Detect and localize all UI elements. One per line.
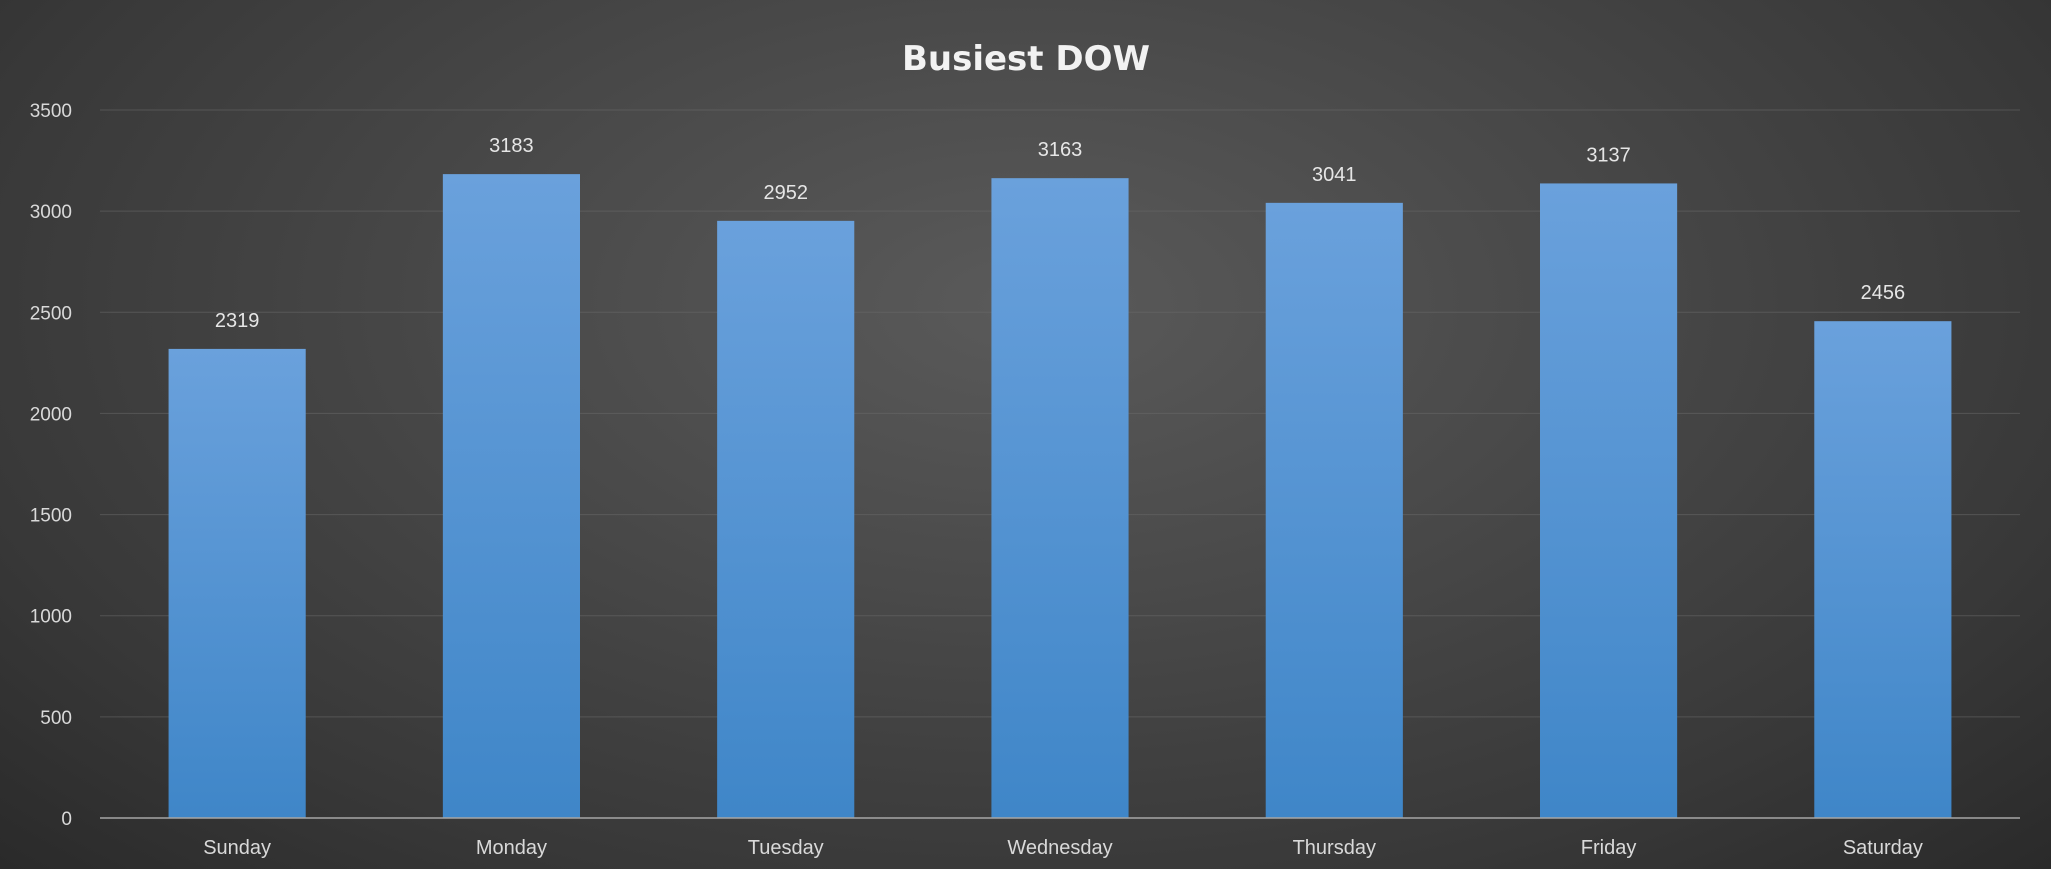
bar-thursday [1265,202,1403,819]
bar-friday [1540,183,1678,819]
x-tick-label: Tuesday [748,837,824,859]
y-tick-label: 3500 [30,101,72,122]
data-label: 3163 [1038,139,1083,161]
bar-monday [442,174,580,818]
data-labels: 2319 3183 2952 3163 3041 3137 2456 [215,135,1905,332]
bar-tuesday [717,220,855,819]
data-label: 3041 [1312,164,1357,186]
y-tick-label: 1000 [30,607,72,628]
y-tick-label: 1500 [30,506,72,527]
data-label: 2952 [763,182,808,204]
x-tick-label: Friday [1581,837,1637,859]
x-tick-label: Sunday [203,837,271,859]
x-tick-label: Wednesday [1007,837,1112,859]
bars [168,174,1952,819]
data-label: 2319 [215,310,260,332]
data-label: 3137 [1586,144,1631,166]
y-tick-label: 0 [61,809,72,830]
x-tick-label: Monday [476,837,547,859]
x-tick-label: Thursday [1293,837,1376,859]
y-tick-label: 2000 [30,404,72,425]
bar-saturday [1814,321,1952,818]
x-axis-ticks: Sunday Monday Tuesday Wednesday Thursday Frid… [203,837,1923,859]
y-tick-label: 3000 [30,202,72,223]
x-tick-label: Saturday [1843,837,1923,859]
data-label: 3183 [489,135,534,157]
bar-wednesday [991,178,1129,818]
y-tick-label: 2500 [30,303,72,324]
bar-sunday [168,348,306,818]
y-tick-label: 500 [40,708,72,729]
chart-title: Busiest DOW [902,39,1150,79]
y-axis-ticks: 0 500 1000 1500 2000 2500 3000 3500 [30,101,72,830]
data-label: 2456 [1861,282,1906,304]
